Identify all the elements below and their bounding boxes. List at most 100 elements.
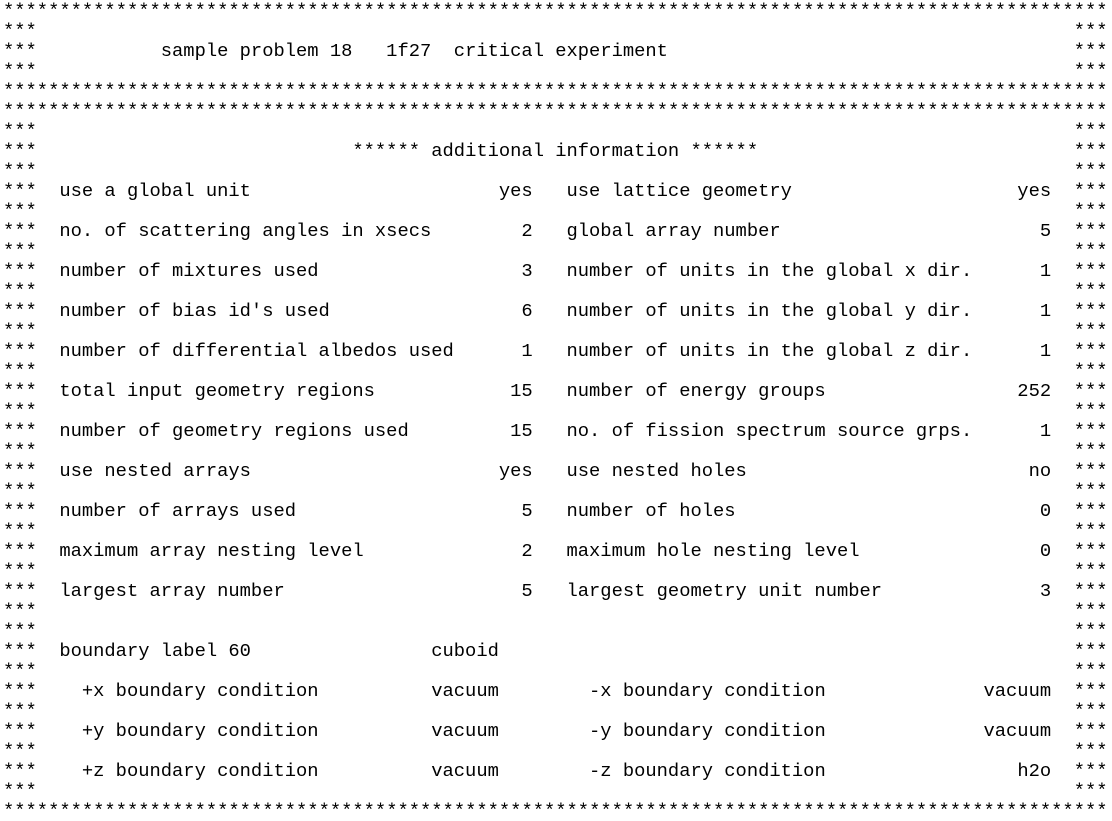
info-left-cell: total input geometry regions 15 (59, 381, 532, 401)
border-left: *** (3, 281, 37, 301)
info-left-value: 15 (510, 381, 533, 401)
border-right: *** (1073, 741, 1108, 761)
border-right: *** (1073, 561, 1108, 581)
border-left: *** (3, 241, 37, 261)
border-right: *** (1073, 441, 1108, 461)
border-left: *** (3, 221, 37, 241)
info-right-value: 252 (1017, 381, 1052, 401)
border-left: *** (3, 661, 37, 681)
info-left-label: largest array number (59, 581, 285, 601)
border-left: *** (3, 301, 37, 321)
boundary-left-value: vacuum (431, 721, 499, 741)
blank-bordered-line: *** *** (3, 61, 1108, 81)
info-right-label: number of units in the global y dir. (566, 301, 973, 321)
boundary-left-label: +y boundary condition (81, 721, 319, 741)
info-left-cell: maximum array nesting level 2 (59, 541, 532, 561)
border-right: *** (1073, 61, 1108, 81)
info-right-value: 1 (1039, 261, 1052, 281)
section-header-line: *** ****** additional information ****** *… (3, 141, 1108, 161)
info-left-label: no. of scattering angles in xsecs (59, 221, 432, 241)
info-right-cell: largest geometry unit number 3 (566, 581, 1051, 601)
info-right-value: 0 (1039, 501, 1052, 521)
info-right-label: number of units in the global z dir. (566, 341, 973, 361)
info-right-cell: use nested holes no (566, 461, 1051, 481)
border-right: *** (1073, 541, 1108, 561)
blank-bordered-line: *** *** (3, 481, 1108, 501)
info-right-cell: number of energy groups 252 (566, 381, 1051, 401)
border-right: *** (1073, 461, 1108, 481)
info-row: *** largest array number 5 largest geometry… (3, 581, 1108, 601)
info-left-value: 6 (521, 301, 533, 321)
info-right-label: maximum hole nesting level (566, 541, 860, 561)
border-left: *** (3, 41, 37, 61)
border-left: *** (3, 701, 37, 721)
border-left: *** (3, 601, 37, 621)
blank-bordered-line: *** *** (3, 601, 1108, 621)
border-right: *** (1073, 401, 1108, 421)
asterisk-row: ****************************************… (3, 101, 1108, 121)
border-left: *** (3, 781, 37, 801)
info-right-value: no (1028, 461, 1052, 481)
page-title: sample problem 18 1f27 critical experime… (160, 41, 668, 61)
boundary-right-value: h2o (1017, 761, 1052, 781)
boundary-label-row: *** boundary label 60 cuboid *** (3, 641, 1108, 661)
border-right: *** (1073, 721, 1108, 741)
info-row: *** number of differential albedos used 1 n… (3, 341, 1108, 361)
asterisk-row: ****************************************… (3, 81, 1108, 101)
border-left: *** (3, 501, 37, 521)
border-row: ****************************************… (3, 81, 1108, 101)
boundary-right-value: vacuum (983, 681, 1052, 701)
info-left-label: number of differential albedos used (59, 341, 454, 361)
border-left: *** (3, 481, 37, 501)
boundary-left-value: vacuum (431, 761, 499, 781)
info-row: *** total input geometry regions 15 number … (3, 381, 1108, 401)
border-right: *** (1073, 501, 1108, 521)
info-row: *** number of mixtures used 3 number of uni… (3, 261, 1108, 281)
info-left-label: number of arrays used (59, 501, 297, 521)
border-left: *** (3, 561, 37, 581)
border-right: *** (1073, 681, 1108, 701)
blank-bordered-line: *** *** (3, 121, 1108, 141)
border-left: *** (3, 61, 37, 81)
border-right: *** (1073, 321, 1108, 341)
blank-bordered-line: *** *** (3, 741, 1108, 761)
border-right: *** (1073, 181, 1108, 201)
info-left-cell: use nested arrays yes (59, 461, 532, 481)
blank-bordered-line: *** *** (3, 281, 1108, 301)
border-right: *** (1073, 241, 1108, 261)
border-right: *** (1073, 121, 1108, 141)
boundary-right-value: vacuum (983, 721, 1052, 741)
border-right: *** (1073, 421, 1108, 441)
border-right: *** (1073, 761, 1108, 781)
border-right: *** (1073, 201, 1108, 221)
border-left: *** (3, 621, 37, 641)
border-right: *** (1073, 361, 1108, 381)
boundary-label: boundary label 60 (59, 641, 251, 661)
blank-bordered-line: *** *** (3, 621, 1108, 641)
info-right-label: use nested holes (566, 461, 747, 481)
boundary-condition-row: *** +x boundary condition vacuum -x boundar… (3, 681, 1108, 701)
info-left-label: use nested arrays (59, 461, 251, 481)
info-right-label: largest geometry unit number (566, 581, 883, 601)
border-left: *** (3, 261, 37, 281)
blank-bordered-line: *** *** (3, 561, 1108, 581)
border-right: *** (1073, 481, 1108, 501)
title-line: *** sample problem 18 1f27 critical exper… (3, 41, 1108, 61)
boundary-right-label: -z boundary condition (589, 761, 826, 781)
info-right-cell: use lattice geometry yes (566, 181, 1051, 201)
border-left: *** (3, 641, 37, 661)
boundary-right-cell: -z boundary condition h2o (589, 761, 1051, 781)
info-right-label: no. of fission spectrum source grps. (566, 421, 973, 441)
boundary-left-cell: +y boundary condition vacuum (82, 721, 499, 741)
border-right: *** (1073, 281, 1108, 301)
border-right: *** (1073, 621, 1108, 641)
blank-bordered-line: *** *** (3, 321, 1108, 341)
border-left: *** (3, 381, 37, 401)
border-right: *** (1073, 161, 1108, 181)
info-right-cell: number of units in the global x dir. 1 (566, 261, 1051, 281)
blank-bordered-line: *** *** (3, 21, 1108, 41)
info-right-label: number of units in the global x dir. (566, 261, 973, 281)
info-row: *** no. of scattering angles in xsecs 2 glo… (3, 221, 1108, 241)
border-left: *** (3, 201, 37, 221)
